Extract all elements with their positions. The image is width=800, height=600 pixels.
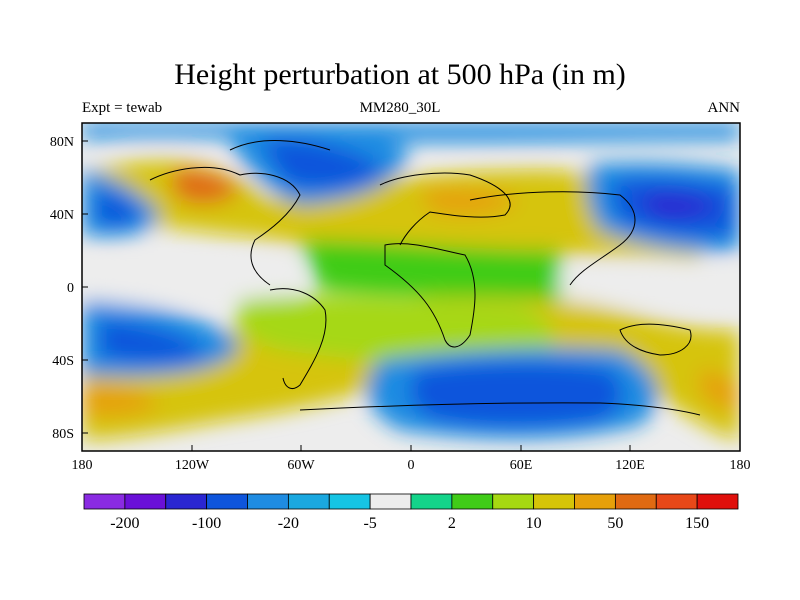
y-tick-label: 40S [52, 354, 74, 369]
colorbar-swatch [410, 493, 453, 510]
colorbar-swatch [533, 493, 575, 510]
colorbar-label: -20 [278, 515, 299, 532]
colorbar-swatch [247, 493, 289, 510]
map-title: Height perturbation at 500 hPa (in m) [174, 58, 626, 91]
colorbar-swatch [165, 493, 208, 510]
colorbar-swatch [83, 493, 126, 510]
x-tick-label: 60W [287, 458, 315, 473]
x-tick-label: 120W [175, 458, 210, 473]
colorbar [83, 493, 739, 510]
colorbar-swatch [124, 493, 167, 510]
colorbar-label: 2 [448, 515, 456, 532]
colorbar-swatch [574, 493, 616, 510]
contour-field [82, 123, 740, 451]
colorbar-swatch [206, 493, 248, 510]
colorbar-label: -100 [192, 515, 221, 532]
experiment-label: Expt = tewab [82, 100, 163, 116]
x-tick-label: 60E [510, 458, 533, 473]
colorbar-swatch [451, 493, 494, 510]
x-tick-label: 180 [730, 458, 751, 473]
period-label: ANN [707, 100, 741, 116]
colorbar-label: 150 [685, 515, 709, 532]
y-tick-label: 0 [67, 281, 74, 296]
colorbar-swatch [655, 493, 698, 510]
y-tick-label: 80S [52, 427, 74, 442]
colorbar-swatch [328, 493, 371, 510]
colorbar-labels: -200 -100 -20 -5 2 10 50 150 [110, 515, 709, 532]
colorbar-swatch [614, 493, 657, 510]
colorbar-label: -200 [110, 515, 139, 532]
coastlines [149, 140, 701, 416]
colorbar-label: 50 [607, 515, 623, 532]
colorbar-swatch [696, 493, 739, 510]
colorbar-label: -5 [363, 515, 376, 532]
colorbar-swatch [369, 493, 412, 510]
y-axis-ticks: 80N 40N 0 40S 80S [50, 135, 88, 442]
colorbar-swatch [287, 493, 330, 510]
colorbar-label: 10 [526, 515, 542, 532]
x-tick-label: 0 [408, 458, 415, 473]
x-tick-label: 120E [615, 458, 645, 473]
run-label: MM280_30L [359, 100, 441, 116]
y-tick-label: 80N [50, 135, 74, 150]
x-tick-label: 180 [72, 458, 93, 473]
x-axis-ticks: 180 120W 60W 0 60E 120E 180 [72, 445, 751, 473]
colorbar-swatch [492, 493, 535, 510]
y-tick-label: 40N [50, 208, 74, 223]
